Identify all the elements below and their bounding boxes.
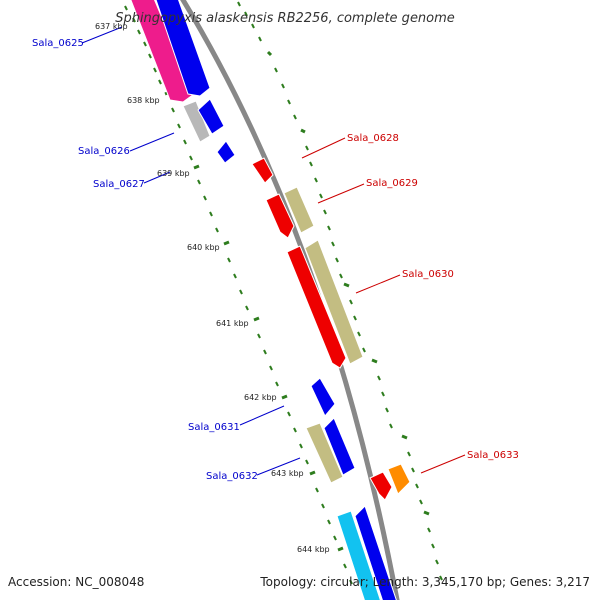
kbp-label: 642 kbp: [244, 393, 277, 402]
genome-title: Sphingopyxis alaskensis RB2256, complete…: [115, 11, 455, 26]
gene-label-sala-0625[interactable]: Sala_0625: [32, 38, 84, 49]
kbp-scale-labels: 637 kbp 638 kbp 639 kbp 640 kbp 641 kbp …: [95, 22, 330, 554]
gene-sala-0626-arrow[interactable]: [182, 100, 211, 143]
gene-label-sala-0629[interactable]: Sala_0629: [366, 178, 418, 189]
gene-sala-0629-arrow[interactable]: [265, 193, 295, 239]
gene-sala-0625-arrow[interactable]: [127, 0, 195, 103]
gene-sala-0630-khaki-arrow[interactable]: [304, 239, 364, 365]
kbp-label: 637 kbp: [95, 22, 128, 31]
kbp-label: 641 kbp: [216, 319, 249, 328]
genome-summary-text: Topology: circular; Length: 3,345,170 bp…: [259, 575, 590, 589]
accession-text: Accession: NC_008048: [8, 575, 144, 589]
gene-labels: Sala_0625 Sala_0626 Sala_0627 Sala_0628 …: [32, 38, 519, 482]
gene-sala-0632-khaki-arrow[interactable]: [305, 422, 344, 484]
gene-sala-0628-arrow[interactable]: [251, 157, 274, 184]
kbp-label: 644 kbp: [297, 545, 330, 554]
gene-label-sala-0626[interactable]: Sala_0626: [78, 146, 130, 157]
gene-label-sala-0632[interactable]: Sala_0632: [206, 471, 258, 482]
gene-label-sala-0631[interactable]: Sala_0631: [188, 422, 240, 433]
kbp-label: 640 kbp: [187, 243, 220, 252]
gene-label-sala-0630[interactable]: Sala_0630: [402, 269, 454, 280]
gene-label-sala-0628[interactable]: Sala_0628: [347, 133, 399, 144]
gene-sala-0633-orange-arrow[interactable]: [387, 463, 411, 495]
gene-sala-0629-khaki-arrow[interactable]: [283, 186, 315, 234]
reverse-strand-features: [127, 0, 398, 600]
gene-sala-0631-arrow[interactable]: [310, 377, 336, 417]
outer-tick-track: [237, 1, 443, 581]
gene-label-sala-0627[interactable]: Sala_0627: [93, 179, 145, 190]
forward-strand-features: [251, 157, 411, 501]
gene-sala-0627-arrow[interactable]: [197, 98, 225, 135]
gene-label-sala-0633[interactable]: Sala_0633: [467, 450, 519, 461]
label-leaders: [81, 26, 466, 476]
inner-tick-track: [124, 5, 353, 585]
kbp-label: 643 kbp: [271, 469, 304, 478]
gene-blue-arrow-lower[interactable]: [354, 505, 398, 600]
gene-sala-0627b-arrow[interactable]: [216, 140, 236, 164]
gene-sala-0630-arrow[interactable]: [286, 245, 347, 369]
kbp-label: 638 kbp: [127, 96, 160, 105]
gene-sala-0632-arrow[interactable]: [323, 417, 356, 476]
kbp-label: 639 kbp: [157, 169, 190, 178]
gene-sala-0633-arrow[interactable]: [369, 471, 393, 501]
gene-cyan-arrow[interactable]: [336, 510, 382, 600]
gene-sala-0625-blue-arrow[interactable]: [150, 0, 211, 97]
